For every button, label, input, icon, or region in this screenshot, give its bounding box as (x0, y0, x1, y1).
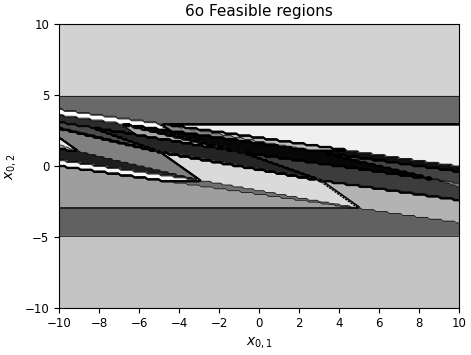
Title: 6o Feasible regions: 6o Feasible regions (186, 4, 333, 19)
X-axis label: $x_{0,1}$: $x_{0,1}$ (246, 336, 273, 351)
Y-axis label: $x_{0,2}$: $x_{0,2}$ (4, 153, 19, 180)
